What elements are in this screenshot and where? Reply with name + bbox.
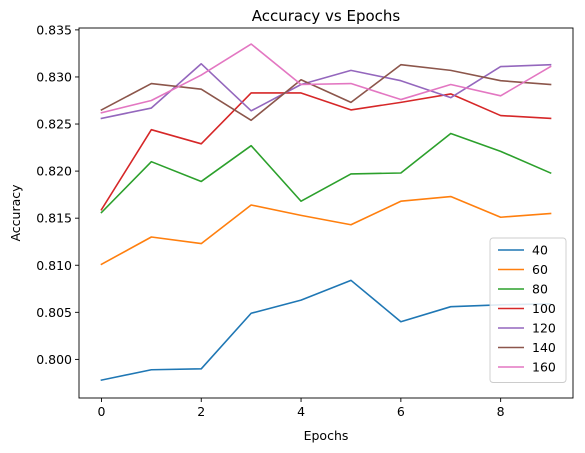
legend-label-40: 40 bbox=[532, 243, 548, 258]
x-tick-label-0: 0 bbox=[97, 404, 105, 419]
series-line-80 bbox=[100, 132, 552, 214]
legend-label-160: 160 bbox=[532, 360, 556, 375]
plot-lines bbox=[100, 43, 552, 382]
series-line-40 bbox=[100, 279, 552, 382]
x-tick-label-2: 2 bbox=[197, 404, 205, 419]
series-line-60 bbox=[100, 195, 552, 266]
y-tick-label-7: 0.835 bbox=[36, 22, 72, 37]
y-tick-label-3: 0.815 bbox=[36, 211, 72, 226]
legend: 40 60 80 100 120 140 160 bbox=[489, 237, 567, 383]
x-tick-label-8: 8 bbox=[497, 404, 505, 419]
y-axis-label: Accuracy bbox=[8, 184, 23, 242]
x-axis-label: Epochs bbox=[304, 428, 349, 443]
y-tick-label-2: 0.810 bbox=[36, 258, 72, 273]
x-tick-label-4: 4 bbox=[297, 404, 305, 419]
y-tick-label-4: 0.820 bbox=[36, 164, 72, 179]
legend-label-100: 100 bbox=[532, 301, 556, 316]
legend-label-60: 60 bbox=[532, 262, 548, 277]
chart-title: Accuracy vs Epochs bbox=[252, 7, 401, 25]
legend-box bbox=[489, 237, 567, 383]
y-axis: 0.800 0.805 0.810 0.815 0.820 0.825 0.830 0.835 bbox=[36, 22, 79, 367]
legend-label-80: 80 bbox=[532, 282, 548, 297]
y-tick-label-6: 0.830 bbox=[36, 69, 72, 84]
y-tick-label-5: 0.825 bbox=[36, 117, 72, 132]
series-line-100 bbox=[100, 92, 552, 211]
y-tick-label-0: 0.800 bbox=[36, 352, 72, 367]
y-tick-label-1: 0.805 bbox=[36, 305, 72, 320]
x-tick-label-6: 6 bbox=[397, 404, 405, 419]
series-line-140 bbox=[100, 63, 552, 122]
series-line-160 bbox=[100, 43, 552, 114]
plot-frame bbox=[78, 27, 574, 399]
x-axis: 0 2 4 6 8 bbox=[97, 398, 505, 419]
legend-label-140: 140 bbox=[532, 340, 556, 355]
legend-label-120: 120 bbox=[532, 321, 556, 336]
